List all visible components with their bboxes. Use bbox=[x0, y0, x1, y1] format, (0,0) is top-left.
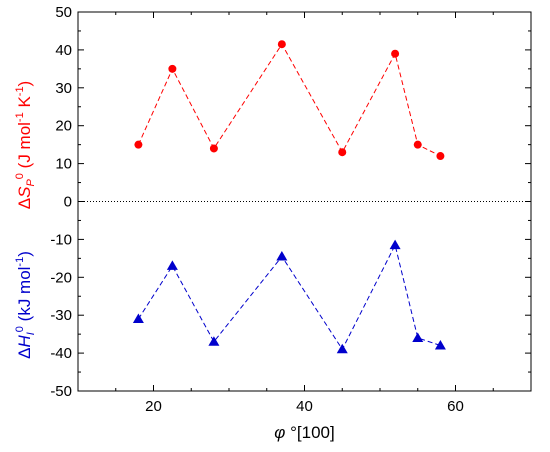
y-axis-label-lower: ΔHI0 (kJ mol-1) bbox=[14, 251, 37, 359]
y-tick-label: -10 bbox=[50, 231, 72, 248]
data-point-triangle bbox=[208, 336, 220, 346]
x-axis-label: φ °[100] bbox=[274, 423, 334, 442]
tick-labels: -50 -40 -30 -20 -10 0 10 20 30 40 50 20 40 60 bbox=[50, 4, 464, 415]
y-tick-label: 50 bbox=[55, 4, 72, 21]
y-tick-label: -20 bbox=[50, 269, 72, 286]
y-axis-label-upper: ΔSP0 (J mol-1 K-1) bbox=[14, 81, 37, 209]
y-tick-label: 0 bbox=[64, 194, 72, 211]
data-point-circle bbox=[209, 144, 218, 153]
series-markers bbox=[132, 40, 446, 354]
data-point-circle bbox=[413, 140, 422, 149]
y-tick-label: -40 bbox=[50, 345, 72, 362]
data-point-triangle bbox=[434, 340, 446, 350]
data-point-circle bbox=[168, 64, 177, 73]
y-tick-label: 10 bbox=[55, 156, 72, 173]
data-point-circle bbox=[338, 148, 347, 157]
data-point-circle bbox=[436, 152, 445, 161]
data-point-triangle bbox=[276, 250, 288, 261]
data-point-triangle bbox=[412, 332, 424, 342]
y-tick-label: 30 bbox=[55, 80, 72, 97]
y-tick-label: 20 bbox=[55, 118, 72, 135]
series-line-1 bbox=[137, 43, 441, 157]
x-tick-label: 40 bbox=[296, 398, 313, 415]
axis-ticks bbox=[78, 11, 531, 392]
data-point-circle bbox=[391, 49, 400, 58]
data-point-triangle bbox=[166, 260, 178, 270]
data-point-circle bbox=[277, 40, 286, 49]
data-point-triangle bbox=[336, 343, 348, 354]
y-tick-label: 40 bbox=[55, 42, 72, 59]
data-point-circle bbox=[134, 140, 143, 149]
x-tick-label: 60 bbox=[447, 398, 464, 415]
data-point-triangle bbox=[132, 313, 144, 323]
y-tick-label: -30 bbox=[50, 307, 72, 324]
plot-frame bbox=[77, 11, 532, 392]
series-line-2 bbox=[137, 243, 441, 351]
series-lines bbox=[137, 43, 441, 351]
x-tick-label: 20 bbox=[145, 398, 162, 415]
y-tick-label: -50 bbox=[50, 383, 72, 400]
data-point-triangle bbox=[389, 239, 401, 250]
